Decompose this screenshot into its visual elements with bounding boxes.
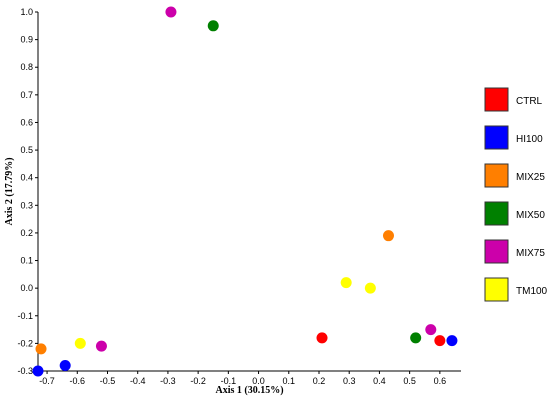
legend-swatch-mix50 [484,201,509,226]
legend-label-mix25: MIX25 [516,172,545,183]
legend-swatch-tm100 [484,277,509,302]
point-tm100 [74,337,86,349]
y-tick-label: 0.2 [20,228,33,238]
x-tick-label: 0.0 [252,376,265,386]
x-tick-label: 0.2 [313,376,326,386]
y-tick-label: 0.0 [20,283,33,293]
y-tick-label: 0.6 [20,117,33,127]
point-ctrl [434,335,446,347]
y-tick-label: 0.7 [20,90,33,100]
point-hi100 [59,359,71,371]
legend-label-mix50: MIX50 [516,210,545,221]
x-axis-title: Axis 1 (30.15%) [215,385,283,396]
point-mix25 [382,230,394,242]
point-mix50 [207,20,219,32]
y-tick-label: -0.2 [17,338,33,348]
x-tick-label: -0.2 [190,376,206,386]
y-tick-label: 0.9 [20,35,33,45]
y-tick-label: -0.3 [17,366,33,376]
y-tick-label: -0.1 [17,311,33,321]
legend-swatch-ctrl [484,87,509,112]
legend-swatch-mix25 [484,163,509,188]
point-mix25 [35,343,47,355]
point-mix75 [425,324,437,336]
point-mix50 [410,332,422,344]
legend-label-mix75: MIX75 [516,248,545,259]
y-tick-label: 1.0 [20,7,33,17]
point-mix75 [165,6,177,18]
legend-label-hi100: HI100 [516,134,543,145]
point-ctrl [316,332,328,344]
axes [35,11,461,374]
point-mix75 [95,340,107,352]
x-tick-label: 0.4 [373,376,386,386]
y-tick-label: 0.1 [20,256,33,266]
point-hi100 [446,335,458,347]
x-tick-label: 0.5 [403,376,416,386]
point-tm100 [364,282,376,294]
x-tick-label: 0.3 [343,376,356,386]
legend-swatch-hi100 [484,125,509,150]
data-points [32,6,458,377]
legend-swatch-mix75 [484,239,509,264]
legend-label-ctrl: CTRL [516,96,543,107]
y-axis-title: Axis 2 (17.79%) [4,157,15,225]
y-tick-label: 0.5 [20,145,33,155]
x-tick-label: 0.1 [283,376,296,386]
legend-label-tm100: TM100 [516,286,548,297]
point-hi100 [32,365,44,377]
legend: CTRL HI100 MIX25 MIX50 MIX75 TM100 [484,87,548,302]
x-tick-label: -0.4 [130,376,146,386]
tick-labels: -0.7 -0.6 -0.5 -0.4 -0.3 -0.2 -0.1 0.0 0.1 0.2 0.3… [17,7,446,386]
x-tick-label: -0.6 [70,376,86,386]
y-tick-label: 0.3 [20,200,33,210]
x-tick-label: -0.7 [39,376,55,386]
x-tick-label: 0.6 [434,376,447,386]
x-tick-label: -0.1 [221,376,237,386]
y-tick-label: 0.4 [20,173,33,183]
y-tick-label: 0.8 [20,62,33,72]
x-tick-label: -0.3 [160,376,176,386]
point-tm100 [340,277,352,289]
x-tick-label: -0.5 [100,376,116,386]
